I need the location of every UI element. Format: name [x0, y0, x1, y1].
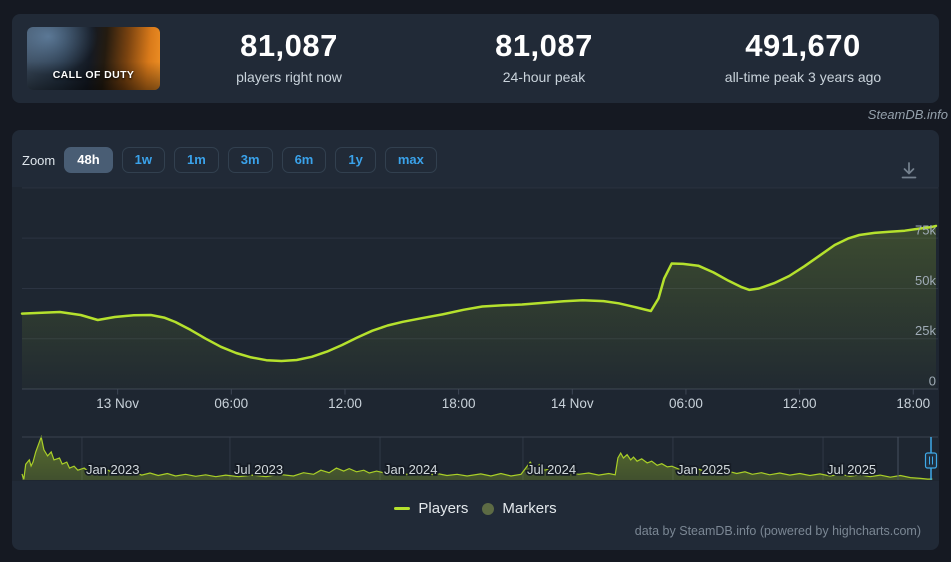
markers-circle-swatch — [482, 502, 495, 515]
alltime-peak-value: 491,670 — [745, 28, 861, 63]
y-axis-label: 75k — [915, 223, 936, 238]
range-button-6m[interactable]: 6m — [281, 147, 327, 173]
download-chart-button[interactable] — [898, 150, 922, 179]
zoom-label: Zoom — [22, 152, 56, 168]
navigator-axis-label: Jul 2023 — [234, 462, 283, 477]
x-axis-label: 12:00 — [328, 396, 362, 411]
navigator-line — [21, 434, 933, 480]
stat-24h-peak: 81,087 24-hour peak — [424, 28, 664, 85]
legend-markers-label: Markers — [502, 500, 557, 517]
y-axis-label: 0 — [929, 374, 936, 389]
players-48h-chart[interactable]: 13 Nov 06:00 12:00 18:00 14 Nov 06:00 12:00 18:… — [12, 180, 939, 415]
steamdb-watermark: SteamDB.info — [867, 107, 948, 122]
download-icon — [901, 162, 917, 179]
y-axis-label: 50k — [915, 273, 936, 288]
stat-current-players: 81,087 players right now — [169, 28, 409, 85]
zoom-toolbar: Zoom 48h 1w 1m 3m 6m 1y max — [22, 147, 446, 173]
range-button-48h[interactable]: 48h — [64, 147, 113, 173]
x-axis-label: 06:00 — [669, 396, 703, 411]
y-axis-label: 25k — [915, 323, 936, 338]
x-axis-label: 13 Nov — [96, 396, 139, 411]
players-line-swatch — [394, 507, 411, 510]
navigator-area-fill — [22, 437, 933, 480]
legend-item-markers[interactable]: Markers — [482, 500, 557, 517]
game-title: CALL OF DUTY — [52, 69, 135, 81]
chart-legend: Players Markers — [12, 500, 939, 517]
x-axis-label: 12:00 — [783, 396, 817, 411]
current-players-value: 81,087 — [240, 28, 338, 63]
x-axis-label: 18:00 — [896, 396, 930, 411]
alltime-peak-label: all-time peak 3 years ago — [724, 69, 882, 85]
current-players-label: players right now — [236, 69, 342, 85]
range-button-3m[interactable]: 3m — [227, 147, 273, 173]
range-button-1m[interactable]: 1m — [173, 147, 219, 173]
navigator-axis-label: Jul 2025 — [827, 462, 876, 477]
game-capsule-image: CALL OF DUTY — [27, 27, 160, 90]
history-navigator[interactable]: Jan 2023 Jul 2023 Jan 2024 Jul 2024 Jan 2025… — [12, 430, 939, 486]
stat-alltime-peak: 491,670 all-time peak 3 years ago — [683, 28, 923, 85]
credit-text: data by SteamDB.info (powered by highcha… — [634, 524, 921, 538]
range-button-max[interactable]: max — [384, 147, 437, 173]
legend-players-label: Players — [418, 500, 469, 517]
legend-item-players[interactable]: Players — [394, 500, 468, 517]
range-button-1w[interactable]: 1w — [121, 147, 165, 173]
navigator-axis-label: Jul 2024 — [527, 462, 576, 477]
navigator-axis-label: Jan 2025 — [677, 462, 731, 477]
x-axis-label: 06:00 — [214, 396, 248, 411]
navigator-axis-label: Jan 2024 — [384, 462, 438, 477]
players-series-line — [20, 224, 938, 363]
x-axis-label: 14 Nov — [551, 396, 594, 411]
navigator-axis-label: Jan 2023 — [86, 462, 140, 477]
x-axis-label: 18:00 — [442, 396, 476, 411]
peak-24h-label: 24-hour peak — [502, 69, 586, 85]
navigator-handle[interactable] — [924, 452, 938, 469]
range-button-1y[interactable]: 1y — [335, 147, 376, 173]
stats-header-panel: CALL OF DUTY 81,087 players right now 81… — [12, 14, 939, 103]
peak-24h-value: 81,087 — [495, 28, 593, 63]
